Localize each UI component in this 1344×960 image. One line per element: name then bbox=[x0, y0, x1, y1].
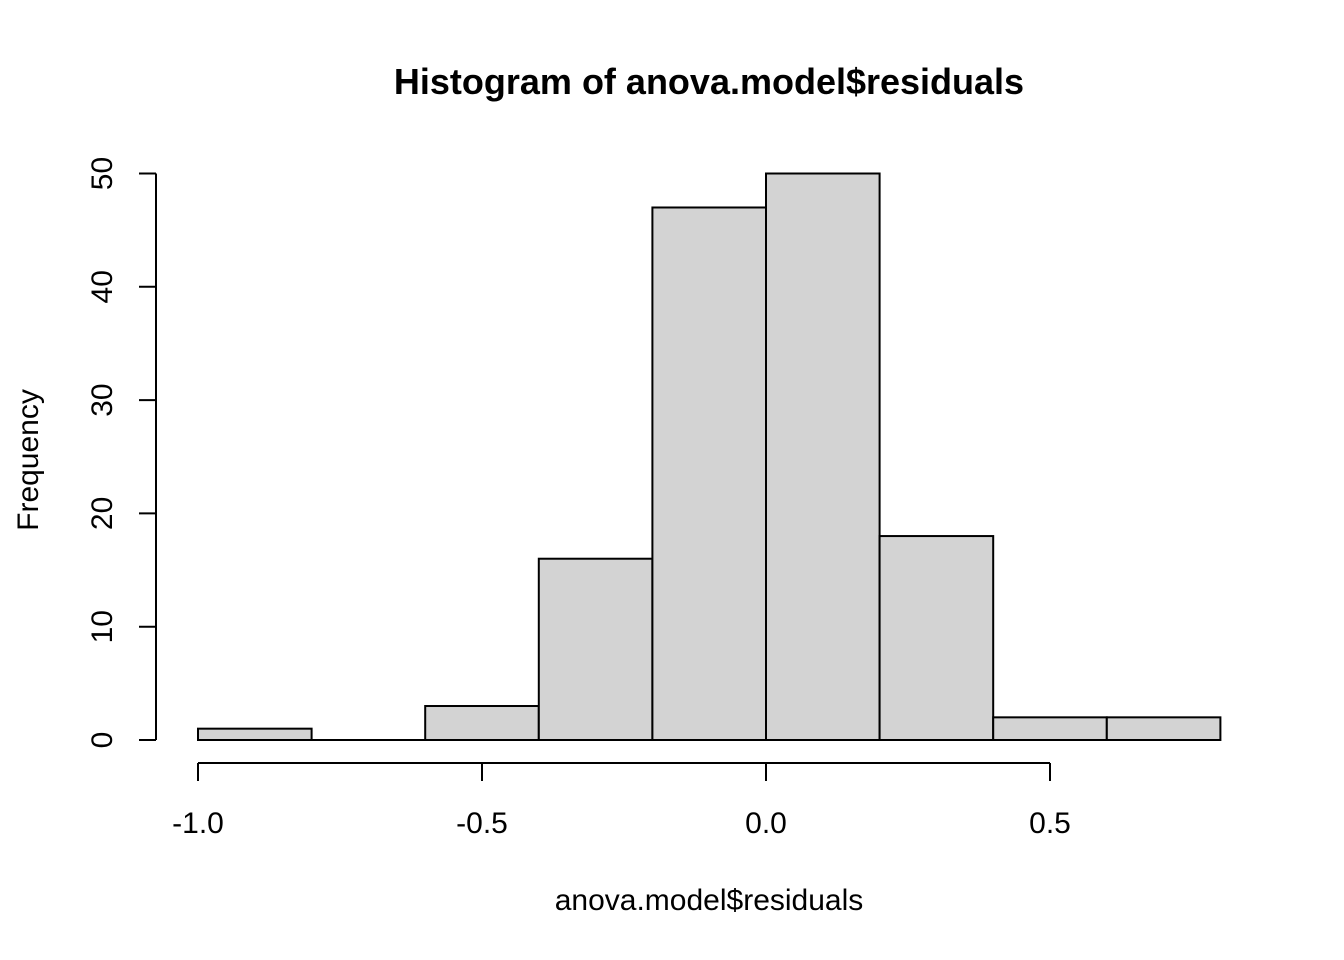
histogram-bar bbox=[992, 716, 1108, 742]
bars-group bbox=[197, 172, 1222, 742]
histogram-bar bbox=[197, 727, 313, 741]
y-tick-label: 20 bbox=[86, 497, 119, 530]
y-tick-label: 50 bbox=[86, 157, 119, 190]
x-tick-label: 0.0 bbox=[745, 807, 787, 840]
histogram-bar bbox=[1105, 716, 1222, 742]
histogram-bar bbox=[878, 535, 995, 741]
y-tick-label: 40 bbox=[86, 270, 119, 303]
x-tick-label: 0.5 bbox=[1029, 807, 1071, 840]
y-tick-label: 10 bbox=[86, 610, 119, 643]
histogram-bar bbox=[424, 705, 540, 742]
y-tick-label: 0 bbox=[86, 732, 119, 749]
x-axis: -1.0 -0.5 0.0 0.5 bbox=[172, 762, 1071, 840]
y-axis: 0 10 20 30 40 50 bbox=[86, 157, 157, 749]
y-tick-label: 30 bbox=[86, 383, 119, 416]
x-axis-label: anova.model$residuals bbox=[555, 884, 864, 917]
chart-title: Histogram of anova.model$residuals bbox=[394, 61, 1024, 102]
x-tick-label: -0.5 bbox=[456, 807, 508, 840]
y-axis-label: Frequency bbox=[12, 389, 45, 531]
x-tick-label: -1.0 bbox=[172, 807, 224, 840]
histogram-bar bbox=[651, 206, 768, 742]
histogram-bar bbox=[765, 172, 881, 741]
histogram-bar bbox=[537, 557, 654, 741]
